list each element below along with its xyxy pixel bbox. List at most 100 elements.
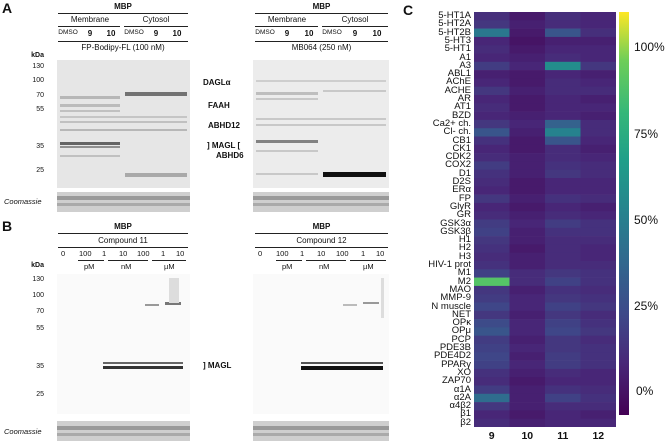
heatmap-cell (580, 219, 616, 229)
heatmap-cell (509, 236, 546, 245)
heatmap-cell (509, 352, 546, 361)
coomassie-label-b: Coomassie (4, 427, 42, 436)
heatmap-row-label: ZAP70 (441, 375, 471, 387)
marker-25: 25 (36, 391, 44, 398)
heatmap-cell (474, 186, 510, 195)
heatmap-row-label: AChE (446, 76, 471, 88)
heatmap-cell (509, 169, 546, 179)
heatmap-cell (509, 20, 546, 29)
heatmap-cell (580, 244, 616, 253)
heatmap-cell (474, 194, 510, 204)
heatmap-cell (474, 111, 510, 121)
heatmap-row-label: ACHE (444, 84, 471, 96)
heatmap-cell (545, 402, 581, 411)
band-magl: ] MAGL [ (207, 141, 241, 150)
heatmap-cell (545, 219, 581, 229)
heatmap-cell (509, 144, 546, 154)
heatmap-cell (474, 319, 510, 328)
heatmap-cell (509, 178, 546, 187)
heatmap-cell (580, 393, 616, 403)
heatmap-cell (545, 269, 581, 278)
lane-label: 9 (87, 29, 93, 38)
gel-a1-group-membrane: Membrane (70, 15, 110, 24)
heatmap-cell (474, 211, 510, 220)
heatmap-row-label: COX2 (445, 159, 471, 171)
gel-b2-image (253, 274, 389, 414)
heatmap-row-label: HIV-1 prot (428, 259, 471, 270)
heatmap-cell (580, 236, 616, 245)
colorbar-tick-50: 50% (634, 213, 659, 227)
heatmap-cell (474, 61, 510, 71)
heatmap-cell (474, 20, 510, 29)
heatmap-cell (580, 169, 616, 179)
heatmap-row-label: OPμ (451, 325, 471, 337)
lane-label: 9 (284, 29, 290, 38)
heatmap-cell (509, 12, 546, 21)
heatmap-cell (545, 111, 581, 121)
heatmap-row-label: 5-HT1 (444, 43, 471, 55)
gel-b2-compound: Compound 12 (296, 236, 347, 245)
heatmap-cell (474, 244, 510, 253)
marker-130: 130 (32, 63, 44, 70)
heatmap-row-label: CK1 (452, 142, 471, 154)
heatmap-cell (545, 319, 581, 328)
heatmap-cell (580, 294, 616, 303)
heatmap-cell (509, 36, 546, 46)
heatmap-cell (509, 202, 546, 212)
heatmap-cell (509, 128, 546, 137)
heatmap-cell (509, 28, 546, 38)
band-abhd12: ABHD12 (208, 121, 241, 130)
heatmap-cell (545, 302, 581, 312)
heatmap-cell (580, 410, 616, 419)
heatmap-cell (509, 111, 546, 121)
heatmap-cell (545, 393, 581, 403)
panel-c-letter: C (403, 2, 414, 18)
heatmap-cell (545, 186, 581, 195)
gel-a1-group-cytosol: Cytosol (142, 15, 170, 24)
heatmap-cell (474, 95, 510, 104)
marker-55: 55 (36, 106, 44, 113)
heatmap-cell (580, 352, 616, 361)
heatmap-cell (509, 186, 546, 195)
heatmap-row-label: α4β2 (449, 400, 471, 412)
gel-a1-image (57, 60, 190, 188)
lane-label: 10 (106, 29, 116, 38)
heatmap-cell (474, 28, 510, 38)
heatmap-cell (474, 86, 510, 96)
heatmap-cell (545, 28, 581, 38)
heatmap-cell (545, 277, 581, 287)
heatmap-cell (580, 161, 616, 170)
heatmap-cell (545, 310, 581, 320)
heatmap-row-label: M1 (457, 267, 471, 279)
gel-a2-lanes: DMSO 9 10 DMSO 9 10 (255, 29, 388, 39)
heatmap-cell (580, 261, 616, 270)
heatmap-cell (509, 61, 546, 71)
heatmap-cell (474, 12, 510, 21)
heatmap-cell (580, 227, 616, 237)
heatmap-cell (580, 128, 616, 137)
heatmap-row-label: NET (452, 308, 471, 320)
heatmap-row-label: H1 (458, 234, 471, 246)
heatmap-row-label: CDK2 (445, 151, 471, 163)
heatmap-cell (509, 153, 546, 162)
lane-label: DMSO (124, 29, 144, 36)
lane-label: 10 (304, 29, 314, 38)
heatmap-cell (580, 269, 616, 278)
marker-35: 35 (36, 143, 44, 150)
heatmap-cell (509, 360, 546, 370)
heatmap-cell (474, 269, 510, 278)
heatmap-cell (509, 78, 546, 87)
heatmap-cell (474, 202, 510, 212)
heatmap-cell (545, 211, 581, 220)
marker-130: 130 (32, 276, 44, 283)
heatmap-row-label: A1 (459, 51, 471, 63)
heatmap-row-label: M2 (457, 275, 471, 287)
heatmap-cell (545, 285, 581, 295)
heatmap-cell (474, 103, 510, 112)
heatmap-cell (545, 161, 581, 170)
heatmap-cell (545, 103, 581, 112)
heatmap-row-label: AT1 (454, 101, 471, 113)
heatmap-cell (580, 418, 616, 427)
gel-a2-group-cytosol: Cytosol (341, 15, 369, 24)
heatmap-cell (509, 95, 546, 104)
